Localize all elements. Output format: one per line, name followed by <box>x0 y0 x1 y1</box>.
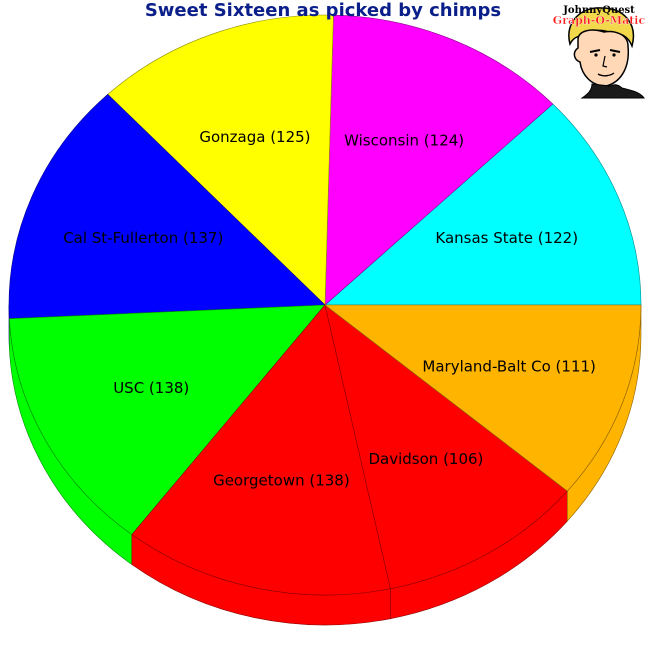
pie-slice-2 <box>107 14 334 306</box>
pie-slices <box>8 14 642 596</box>
pie-slice-3 <box>8 93 326 319</box>
pie-slice-4 <box>9 304 326 535</box>
pie-slice-6 <box>324 304 568 590</box>
slice-label-1: Wisconsin (124) <box>344 132 464 150</box>
slice-label-5: Georgetown (138) <box>213 471 350 489</box>
logo-shirt <box>580 83 645 99</box>
logo-line2: Graph-O-Matic <box>553 14 646 27</box>
logo-face <box>573 29 630 87</box>
logo-pupil-right <box>612 53 616 57</box>
pie-slice-0 <box>324 103 642 306</box>
logo-eye-left <box>589 49 601 53</box>
chart-title: Sweet Sixteen as picked by chimps <box>144 0 502 21</box>
johnny-quest-logo: JohnnyQuest Graph-O-Matic <box>553 5 646 99</box>
slice-label-6: Davidson (106) <box>369 450 484 468</box>
logo-line1: JohnnyQuest <box>562 5 635 16</box>
pie-slice-7 <box>324 304 642 492</box>
logo-nose <box>602 55 608 68</box>
pie-labels: Kansas State (122) Wisconsin (124) Gonzaga… <box>63 128 596 489</box>
logo-eye-right <box>609 49 621 53</box>
slice-label-2: Gonzaga (125) <box>199 128 310 146</box>
slice-label-3: Cal St-Fullerton (137) <box>63 229 223 247</box>
logo-pupil-left <box>594 53 598 57</box>
slice-label-4: USC (138) <box>113 379 189 397</box>
slice-label-7: Maryland-Balt Co (111) <box>422 357 596 375</box>
logo-mouth <box>597 72 615 77</box>
pie-slice-5 <box>131 304 391 596</box>
pie-slice-1 <box>324 14 554 306</box>
slice-label-0: Kansas State (122) <box>435 229 578 247</box>
